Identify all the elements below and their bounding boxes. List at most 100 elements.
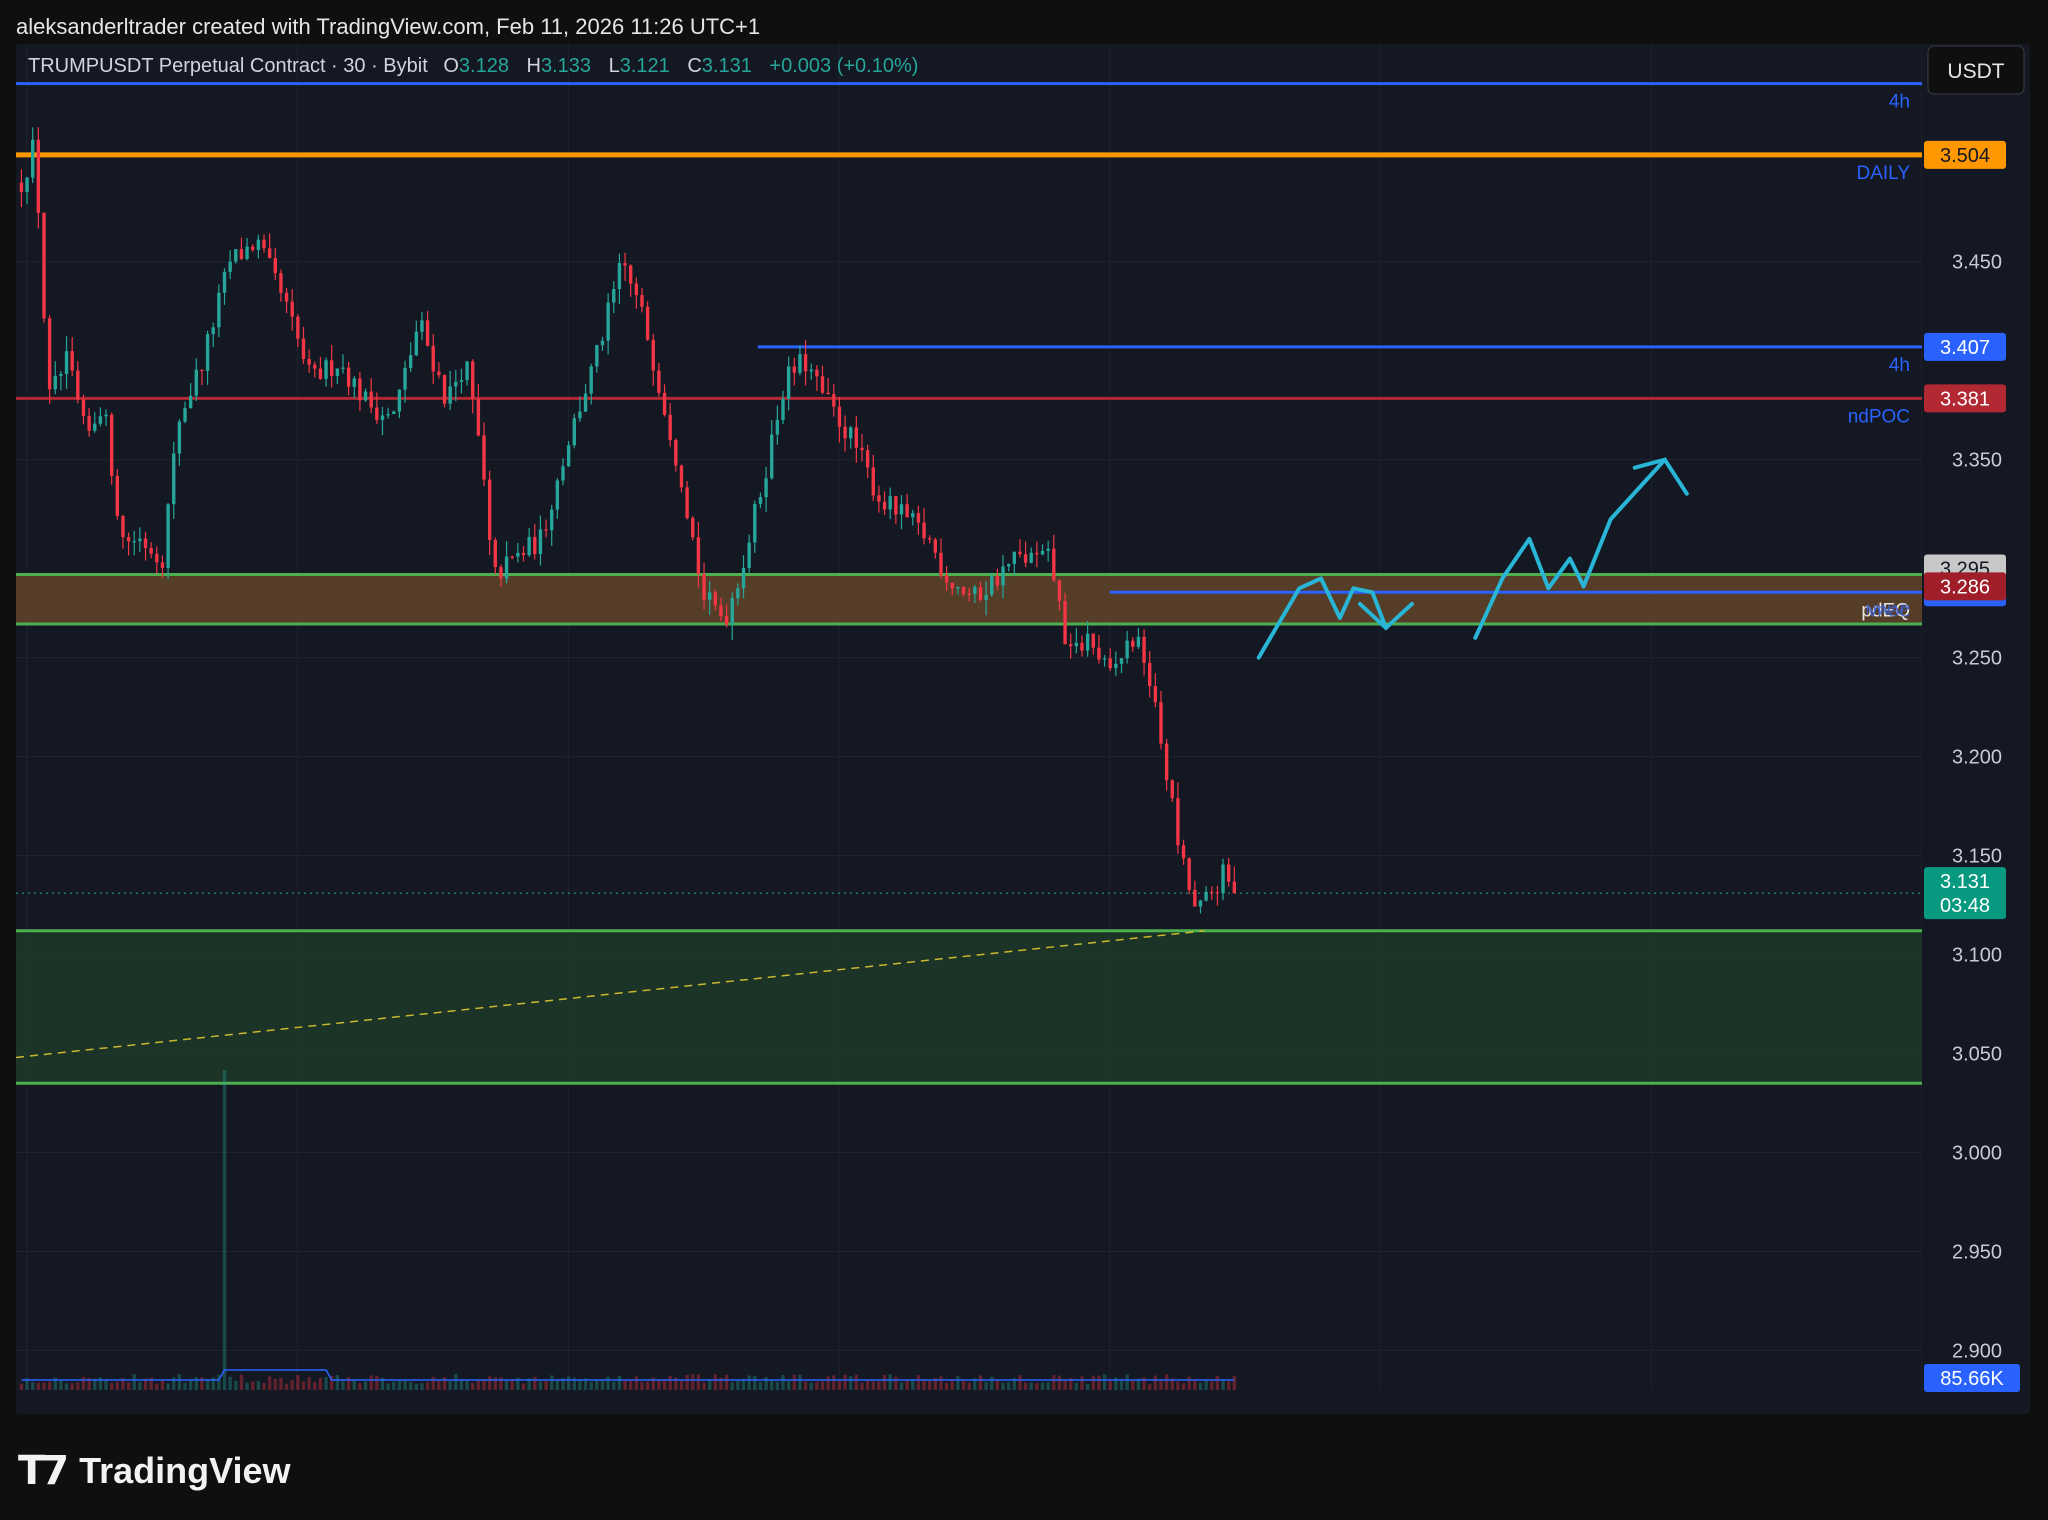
candle-body [53, 375, 57, 390]
candle-body [1102, 658, 1107, 660]
candle-body [572, 418, 576, 446]
volume-tag-label: 85.66K [1940, 1368, 2004, 1390]
candle-body [403, 367, 407, 390]
volume-bar [860, 1382, 864, 1390]
volume-bar [194, 1377, 198, 1390]
candle-body [132, 541, 136, 543]
volume-bar [256, 1380, 261, 1390]
candle-body [950, 582, 954, 589]
volume-bar [386, 1383, 390, 1390]
candle-body [798, 354, 802, 373]
volume-bar [211, 1377, 215, 1390]
volume-bar [1119, 1378, 1124, 1390]
volume-bar [408, 1381, 413, 1390]
volume-bar [911, 1379, 915, 1390]
volume-bar [177, 1374, 182, 1390]
candle-body [442, 375, 447, 404]
volume-bar [668, 1375, 672, 1390]
candle-body [234, 249, 238, 262]
volume-bar [296, 1375, 300, 1390]
candle-body [1136, 636, 1141, 647]
candle-body [471, 361, 475, 399]
candle-body [143, 538, 148, 548]
candle-body [1023, 554, 1028, 563]
volume-bar [696, 1374, 701, 1390]
candle-body [239, 249, 244, 259]
volume-bar [538, 1381, 543, 1390]
volume-bar [76, 1382, 80, 1390]
volume-bar [217, 1374, 221, 1390]
candle-body [392, 411, 396, 415]
volume-bar [990, 1376, 994, 1390]
volume-bar [504, 1380, 509, 1390]
candle-body [31, 139, 35, 178]
chart-panel[interactable]: 4h DAILY 4h ndPOC pdEQ NWAP VPOC 2.900 2.950 3.0… [16, 44, 2030, 1414]
volume-bar [973, 1378, 977, 1390]
volume-bar [753, 1375, 757, 1390]
price-axis-bg [1922, 44, 2030, 1414]
volume-bar [425, 1382, 430, 1390]
candle-body [1097, 647, 1101, 660]
candle-body [121, 515, 125, 538]
volume-bar [826, 1376, 830, 1390]
volume-bar [369, 1375, 373, 1390]
volume-bar [313, 1381, 317, 1390]
volume-bar [882, 1374, 887, 1390]
projection-drawing[interactable] [1256, 457, 1689, 660]
volume-bar [1091, 1375, 1095, 1390]
candle-body [87, 415, 91, 431]
volume-bar [301, 1381, 306, 1390]
candle-body [578, 411, 582, 419]
currency-button[interactable]: USDT [1927, 45, 2025, 95]
volume-bar [471, 1382, 475, 1390]
candle-body [730, 598, 734, 625]
volume-bar [36, 1382, 41, 1390]
candle-body [431, 345, 435, 372]
candle-body [76, 370, 80, 400]
candle-body [1029, 552, 1033, 563]
candle-body [657, 370, 661, 393]
candle-body [809, 369, 813, 372]
volume-bar [324, 1377, 328, 1390]
candle-body [595, 345, 599, 367]
volume-bar [736, 1380, 740, 1390]
price-tag-label: 3.381 [1940, 388, 1990, 410]
candle-body [775, 419, 780, 435]
price-tick-label: 3.200 [1952, 747, 2002, 769]
legend-symbol[interactable]: TRUMPUSDT Perpetual Contract · 30 · Bybi… [28, 55, 428, 77]
candle-body [882, 501, 887, 510]
volume-bar [454, 1374, 458, 1390]
volume-bar [1204, 1379, 1208, 1390]
volume-bar [149, 1377, 153, 1390]
volume-bar [1148, 1383, 1152, 1390]
candle-body [493, 540, 497, 568]
price-axis[interactable]: 2.900 2.950 3.000 3.050 3.100 3.150 3.200 3.250… [1922, 44, 2030, 1414]
candle-body [927, 538, 932, 540]
price-tag-label: 3.407 [1940, 337, 1990, 359]
volume-bar [832, 1375, 836, 1390]
volume-bar [702, 1382, 706, 1390]
volume-bar [403, 1379, 407, 1390]
volume-bar [155, 1383, 159, 1390]
candle-body [764, 478, 768, 498]
candle-body [758, 497, 763, 504]
candle-body [290, 301, 294, 317]
volume-bar [499, 1377, 503, 1390]
candle-body [420, 320, 424, 332]
candle-body [375, 407, 379, 420]
volume-bar [1097, 1375, 1101, 1390]
candle-body [200, 369, 204, 371]
candle-body [736, 588, 740, 599]
level-label: ndPOC [1848, 406, 1910, 427]
volume-bar [126, 1382, 131, 1390]
candle-body [98, 416, 103, 424]
tradingview-logo[interactable]: T7 TradingView [18, 1448, 291, 1494]
volume-bar [640, 1381, 644, 1390]
time-axis[interactable]: 7891011121314 [16, 1390, 2030, 1414]
legend-change: +0.003 (+0.10%) [769, 55, 918, 77]
candle-body [939, 552, 943, 576]
candle-body [1085, 633, 1090, 651]
candle-body [961, 587, 966, 594]
